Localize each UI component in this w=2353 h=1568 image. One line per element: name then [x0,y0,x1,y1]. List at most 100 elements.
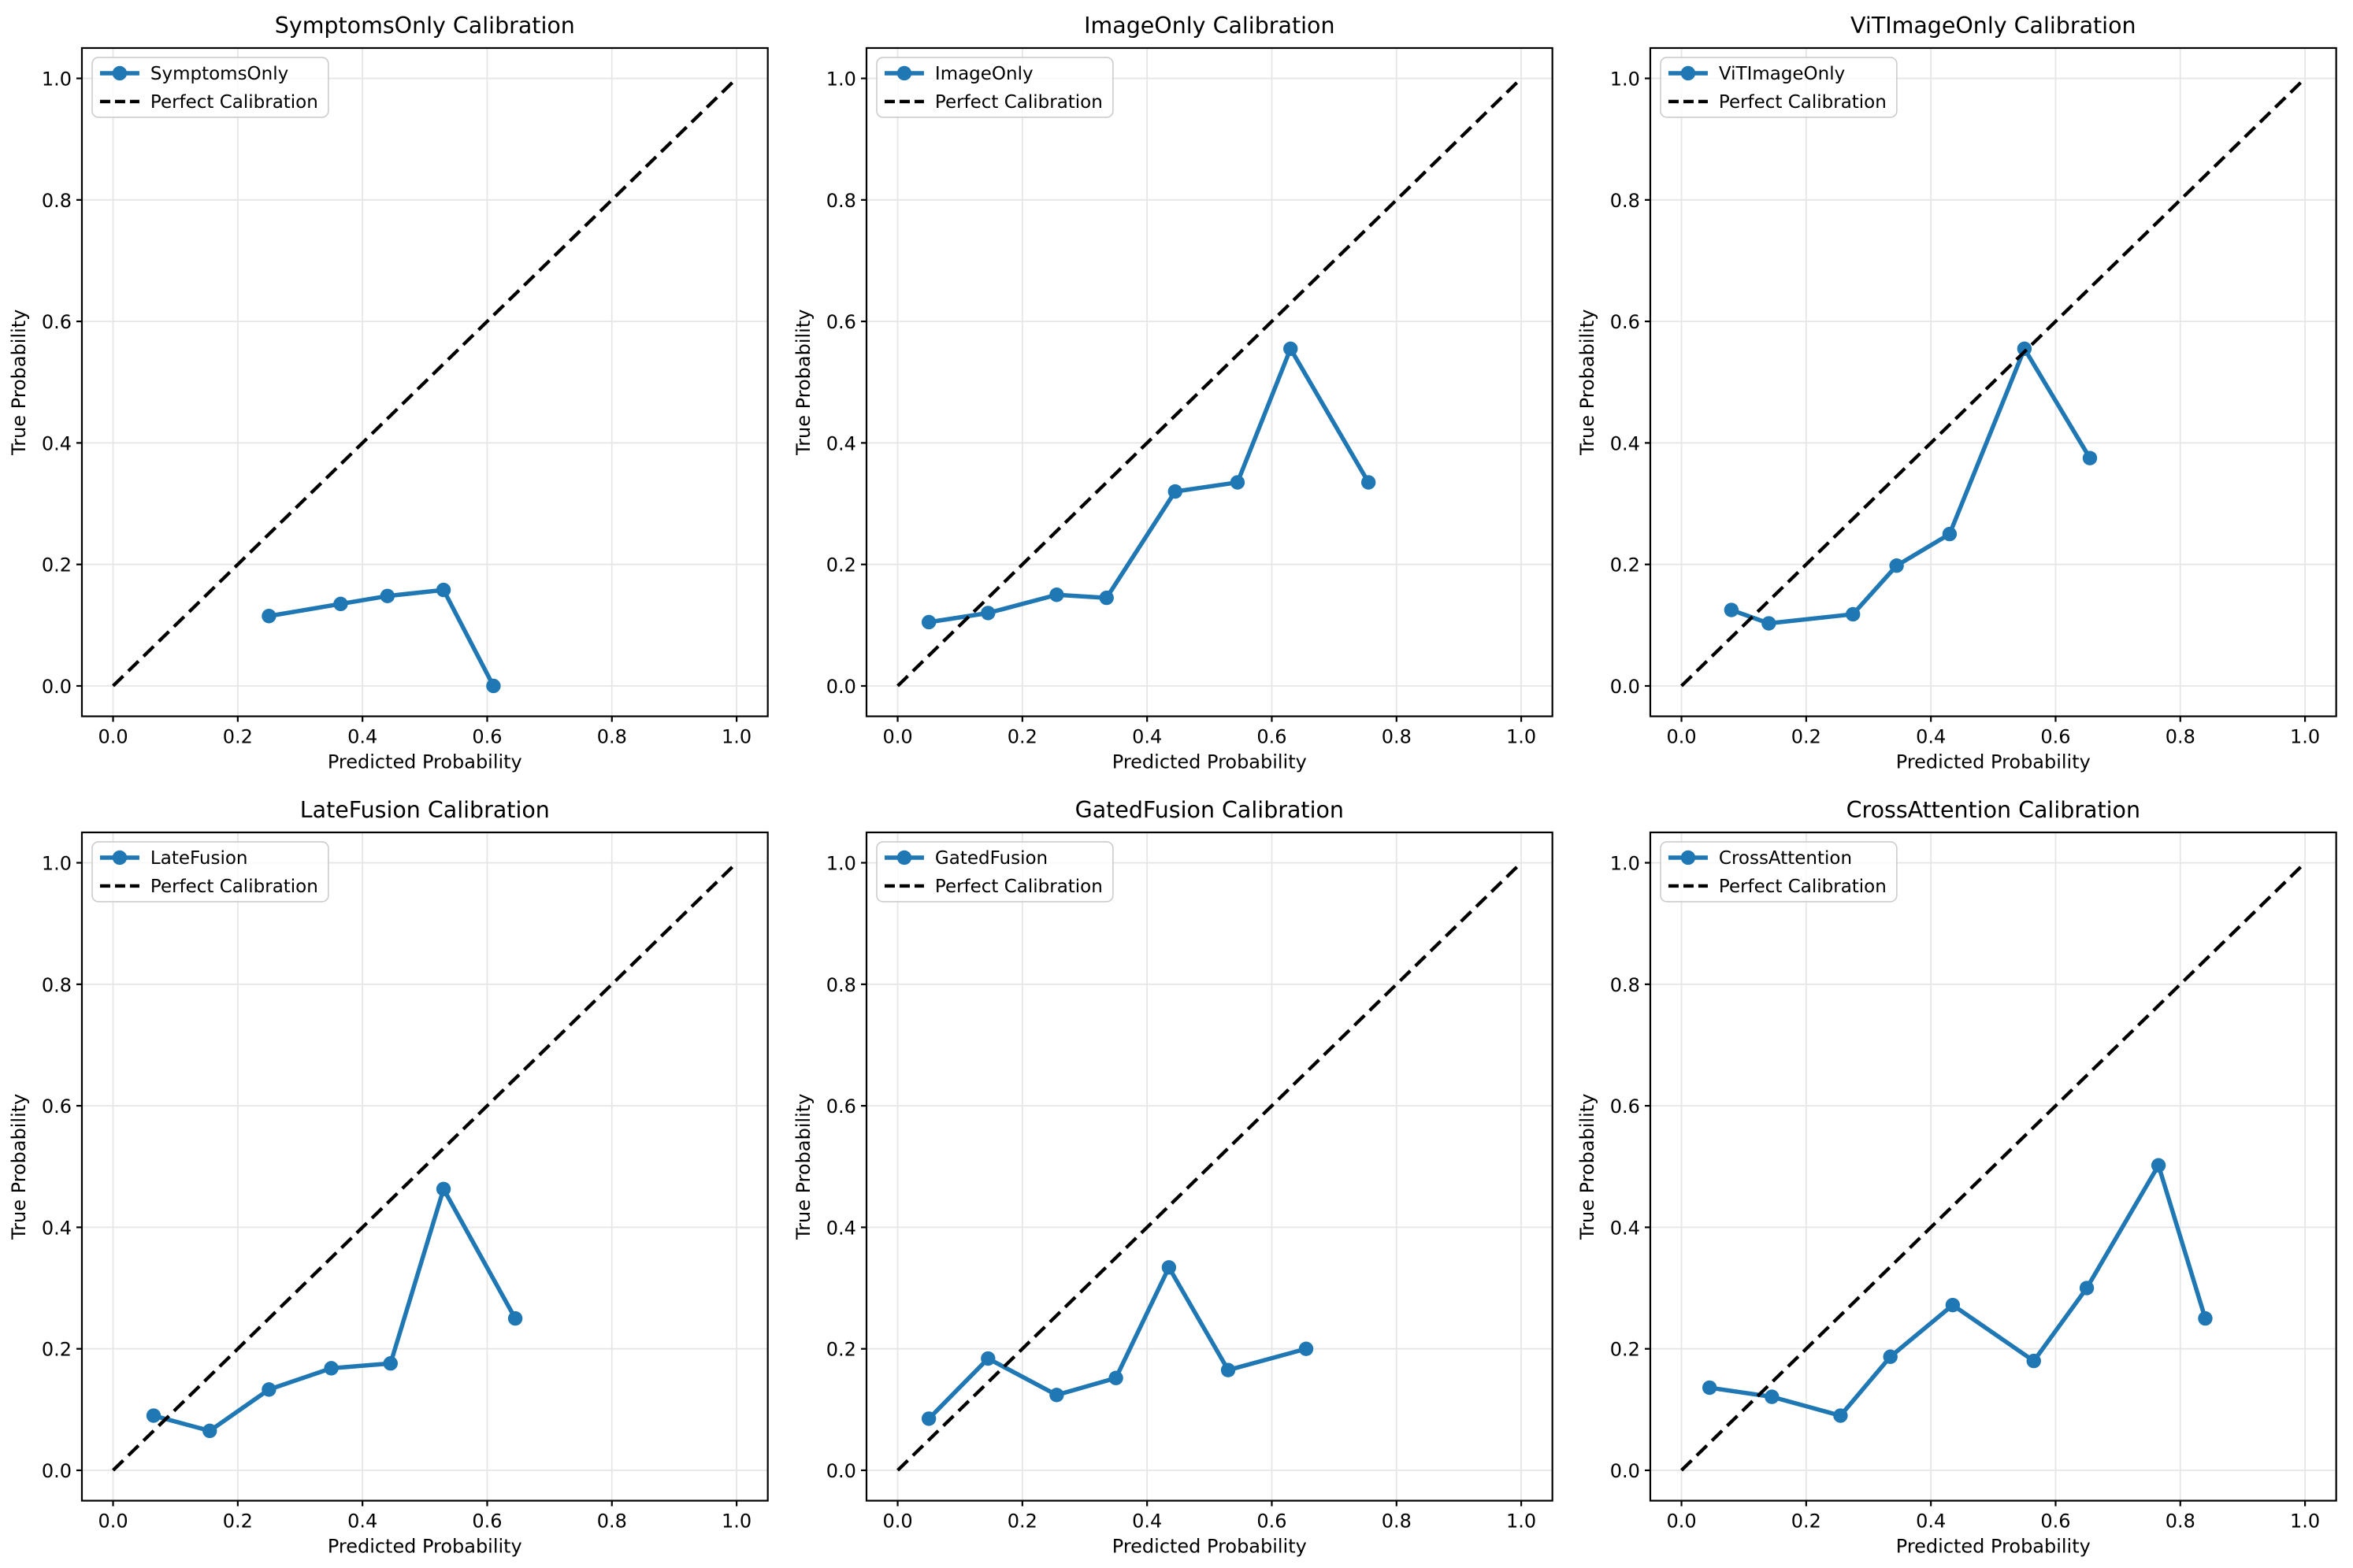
y-tick-label: 0.4 [1610,432,1640,454]
axes-frame [865,46,1553,717]
y-tick-label: 0.6 [826,1095,855,1118]
data-point-marker [333,596,348,612]
legend-perfect-label: Perfect Calibration [935,876,1103,896]
data-point-marker [921,614,936,630]
chart-title: SymptomsOnly Calibration [275,13,575,39]
y-tick-label: 0.6 [42,1095,72,1118]
y-tick-label: 0.8 [42,190,72,212]
legend-frame [1660,57,1898,118]
axes-ticks: 0.0 0.0 0.2 0.2 0.4 0.4 0.6 0.6 0.8 0.8 1.0 1.0 [42,852,752,1532]
axes-ticks: 0.0 0.0 0.2 0.2 0.4 0.4 0.6 0.6 0.8 0.8 1.0 1.0 [1610,852,2320,1532]
data-point-marker [2026,1353,2042,1368]
legend: SymptomsOnly Perfect Calibration [91,57,329,118]
y-tick-label: 0.0 [42,676,72,698]
subplot-symptomsonly: 0.0 0.0 0.2 0.2 0.4 0.4 0.6 0.6 0.8 0.8 1.0 1.0 Pred… [0,0,785,784]
legend: ImageOnly Perfect Calibration [875,57,1114,118]
legend-perfect-label: Perfect Calibration [935,92,1103,113]
legend-series-marker [1681,65,1696,81]
data-point-marker [1161,1259,1176,1275]
x-tick-label: 1.0 [2290,1510,2320,1532]
data-point-marker [2083,450,2098,465]
axes-frame [80,46,769,717]
y-tick-label: 0.0 [1610,1459,1640,1481]
y-tick-label: 0.0 [1610,676,1640,698]
y-tick-label: 0.4 [826,1217,855,1239]
data-point-marker [2080,1280,2095,1296]
subplot-crossattention: 0.0 0.0 0.2 0.2 0.4 0.4 0.6 0.6 0.8 0.8 1.0 1.0 Pred… [1568,784,2353,1568]
y-tick-label: 0.4 [42,432,72,454]
y-tick-label: 0.2 [42,554,72,576]
axes-ticks: 0.0 0.0 0.2 0.2 0.4 0.4 0.6 0.6 0.8 0.8 1.0 1.0 [1610,69,2320,748]
chart-title: LateFusion Calibration [300,796,550,822]
perfect-calibration-line [1680,77,2307,688]
data-point-marker [1702,1380,1717,1395]
x-tick-label: 0.6 [2041,726,2071,748]
x-tick-label: 0.0 [882,726,912,748]
perfect-calibration-line [112,861,738,1472]
axes-ticks: 0.0 0.0 0.2 0.2 0.4 0.4 0.6 0.6 0.8 0.8 1.0 1.0 [826,852,1535,1532]
chart-title: GatedFusion Calibration [1074,796,1343,822]
legend: GatedFusion Perfect Calibration [875,840,1114,903]
legend-series-label: GatedFusion [935,847,1048,868]
x-tick-label: 0.0 [1667,726,1697,748]
x-tick-label: 0.6 [1256,726,1286,748]
x-tick-label: 0.4 [1916,726,1946,748]
perfect-calibration-line [112,77,738,688]
x-tick-label: 0.0 [98,726,128,748]
data-point-marker [380,588,395,603]
y-tick-label: 1.0 [42,69,72,91]
subplot-imageonly: 0.0 0.0 0.2 0.2 0.4 0.4 0.6 0.6 0.8 0.8 1.0 1.0 Pred… [785,0,1569,784]
y-tick-label: 0.6 [1610,311,1640,333]
y-tick-label: 0.6 [42,311,72,333]
y-tick-label: 0.6 [826,311,855,333]
data-points [262,582,501,694]
legend-series-label: ImageOnly [935,64,1034,84]
x-axis-label: Predicted Probability [1112,751,1306,773]
y-axis-label: True Probability [792,310,815,456]
axes-frame [865,831,1553,1502]
chart-title: CrossAttention Calibration [1846,796,2140,822]
x-tick-label: 0.6 [472,726,502,748]
y-axis-label: True Probability [1576,310,1598,456]
y-tick-label: 0.0 [42,1459,72,1481]
imageonly-calibration-chart: 0.0 0.0 0.2 0.2 0.4 0.4 0.6 0.6 0.8 0.8 1.0 1.0 Pred… [792,13,1553,773]
legend-frame [91,57,329,118]
data-points [921,341,1376,630]
data-point-marker [507,1310,523,1325]
x-tick-label: 0.8 [2166,726,2195,748]
subplot-gatedfusion: 0.0 0.0 0.2 0.2 0.4 0.4 0.6 0.6 0.8 0.8 1.0 1.0 Pred… [785,784,1569,1568]
legend-frame [875,840,1114,903]
data-point-marker [202,1423,217,1438]
grid [1650,47,2337,717]
data-point-marker [146,1407,161,1423]
y-tick-label: 0.4 [1610,1217,1640,1239]
x-tick-label: 0.2 [1007,726,1037,748]
x-tick-label: 0.0 [882,1510,912,1532]
axes-frame [1650,46,2338,717]
y-tick-label: 1.0 [826,852,855,874]
data-point-marker [1883,1349,1898,1364]
x-tick-label: 0.4 [347,1510,377,1532]
legend-series-label: ViTImageOnly [1719,64,1845,84]
data-points [1702,1158,2213,1423]
x-tick-label: 0.2 [223,726,253,748]
legend-series-marker [1681,850,1696,865]
subplot-vitimageonly: 0.0 0.0 0.2 0.2 0.4 0.4 0.6 0.6 0.8 0.8 1.0 1.0 Pred… [1568,0,2353,784]
x-tick-label: 0.4 [1132,726,1162,748]
y-axis-label: True Probability [1576,1093,1598,1240]
data-point-marker [1360,475,1376,490]
x-tick-label: 0.2 [1791,726,1821,748]
chart-title: ImageOnly Calibration [1084,13,1334,39]
perfect-calibration-line [896,861,1523,1472]
calibration-curve [268,588,495,688]
x-tick-label: 1.0 [722,1510,752,1532]
calibration-curve [926,1265,1307,1420]
x-tick-label: 0.8 [1381,726,1411,748]
x-tick-label: 0.6 [1256,1510,1286,1532]
x-tick-label: 0.8 [1381,1510,1411,1532]
data-point-marker [486,678,501,694]
calibration-curve [153,1186,518,1433]
legend-series-marker [112,850,128,865]
y-tick-label: 0.6 [1610,1095,1640,1118]
x-axis-label: Predicted Probability [328,751,522,773]
